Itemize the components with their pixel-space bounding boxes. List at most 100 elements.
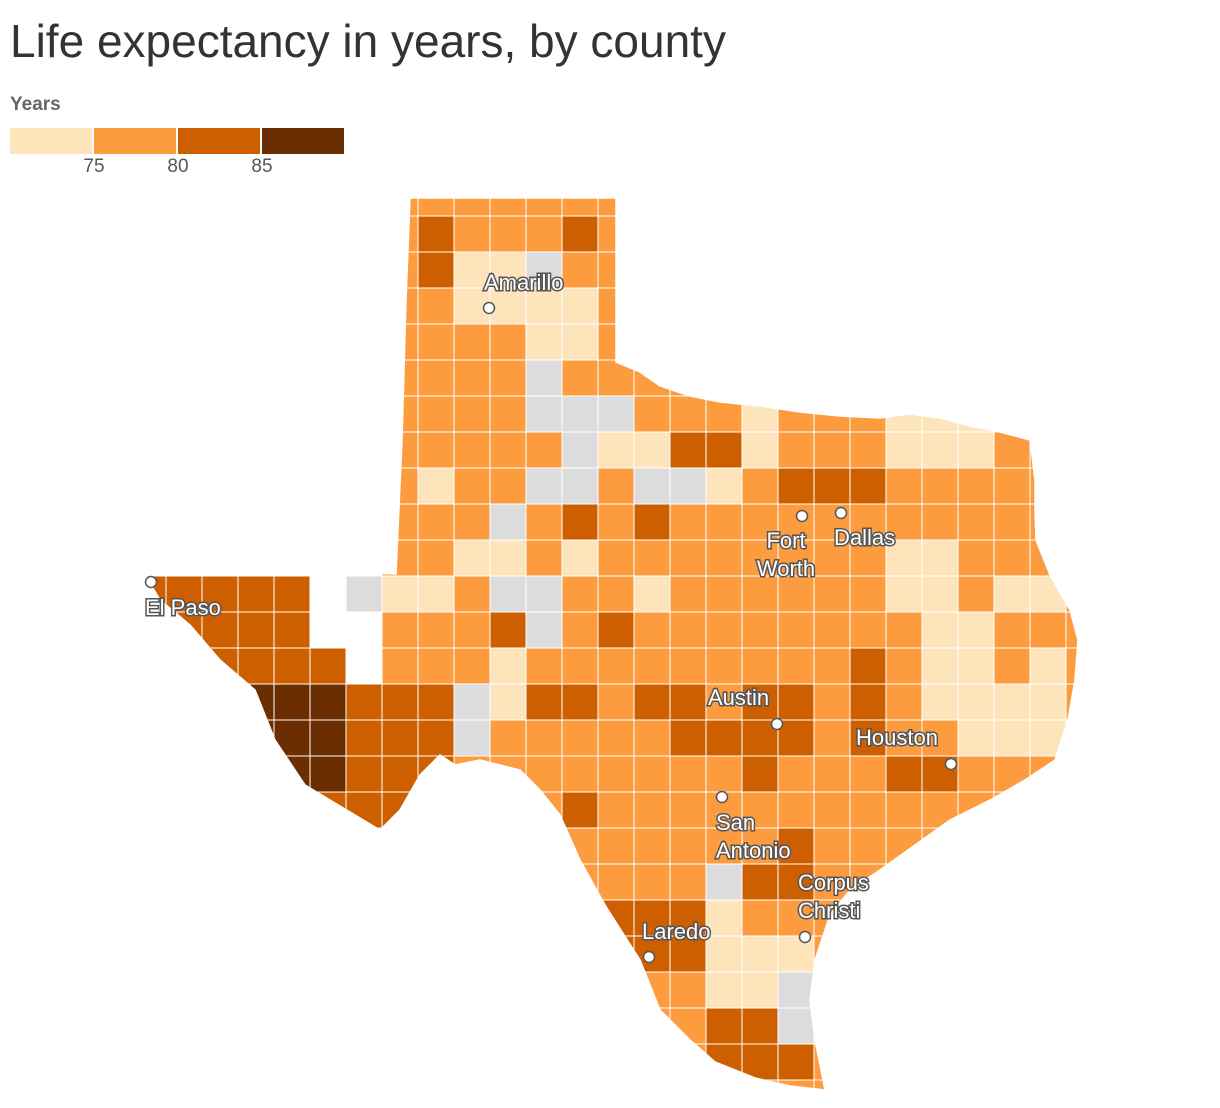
county-cell (885, 647, 923, 685)
county-cell (1065, 1079, 1078, 1090)
city-san-antonio: San Antonio (715, 790, 792, 865)
county-cell (705, 647, 743, 685)
county-cell (597, 539, 635, 577)
county-cell (669, 323, 707, 361)
county-cell (1029, 611, 1067, 649)
county-cell (489, 647, 527, 685)
county-cell (921, 827, 959, 865)
county-cell (417, 1043, 455, 1081)
county-cell (381, 935, 419, 973)
county-cell (921, 719, 959, 757)
county-cell (885, 575, 923, 613)
city-label-amarillo: Amarillo (484, 270, 563, 295)
city-markers: Amarillo El Paso Fort Worth Dallas Austin Hous… (144, 269, 958, 964)
county-cell (1065, 971, 1078, 1009)
county-cell (705, 503, 743, 541)
county-cell (705, 1079, 743, 1090)
county-cell (741, 755, 779, 793)
county-cell (993, 198, 1031, 217)
county-cell (597, 467, 635, 505)
county-cell (777, 198, 815, 217)
county-cell (489, 863, 527, 901)
county-cell (561, 1043, 599, 1081)
county-cell (705, 1043, 743, 1081)
county-cell (489, 1079, 527, 1090)
county-cell (1029, 683, 1067, 721)
county-cell (489, 575, 527, 613)
county-cell (561, 467, 599, 505)
county-cell (381, 503, 419, 541)
county-cell (381, 971, 419, 1009)
county-cell (705, 755, 743, 793)
county-cell (777, 1043, 815, 1081)
county-cell (597, 1079, 635, 1090)
county-cell (993, 899, 1031, 937)
county-cell (381, 323, 419, 361)
county-cell (1065, 503, 1078, 541)
county-cell (1029, 1043, 1067, 1081)
legend-color-scale (10, 128, 346, 154)
county-cell (849, 611, 887, 649)
county-cell (561, 683, 599, 721)
county-cell (525, 1043, 563, 1081)
county-cell (489, 467, 527, 505)
county-cell (561, 251, 599, 289)
county-cell (957, 827, 995, 865)
county-cell (957, 863, 995, 901)
county-cell (525, 719, 563, 757)
county-cell (417, 935, 455, 973)
county-cell (777, 431, 815, 469)
county-cell (417, 683, 455, 721)
county-cell (777, 395, 815, 433)
county-cell (1065, 755, 1078, 793)
county-cell (705, 251, 743, 289)
county-cell (453, 503, 491, 541)
county-cell (849, 215, 887, 253)
county-cell (741, 647, 779, 685)
county-cell (921, 215, 959, 253)
county-cell (993, 359, 1031, 397)
county-cell (140, 647, 167, 685)
county-cell (957, 791, 995, 829)
county-cell (849, 287, 887, 325)
county-cell (813, 935, 851, 973)
county-cell (705, 683, 743, 721)
county-cell (957, 719, 995, 757)
city-dot-corpus-christi (798, 930, 812, 944)
county-cell (705, 719, 743, 757)
county-cell (993, 1079, 1031, 1090)
county-cell (489, 827, 527, 865)
county-cell (1065, 575, 1078, 613)
county-cell (885, 791, 923, 829)
county-cell (849, 251, 887, 289)
county-cell (993, 863, 1031, 901)
county-cell (885, 431, 923, 469)
county-cell (849, 683, 887, 721)
county-cell (273, 575, 311, 613)
county-cell (525, 251, 563, 289)
county-cell (381, 215, 419, 253)
county-cell (381, 1043, 419, 1081)
county-cell (417, 503, 455, 541)
county-cell (921, 611, 959, 649)
county-cell (669, 863, 707, 901)
county-cell (777, 215, 815, 253)
county-cell (777, 971, 815, 1009)
county-cell (417, 971, 455, 1009)
county-cell (525, 359, 563, 397)
county-cell (1029, 287, 1067, 325)
county-cell (453, 431, 491, 469)
county-cell (993, 323, 1031, 361)
county-cell (957, 198, 995, 217)
county-cell (921, 323, 959, 361)
county-cell (957, 575, 995, 613)
county-cell (669, 431, 707, 469)
county-cell (561, 971, 599, 1009)
county-cell (957, 215, 995, 253)
county-cell (1029, 359, 1067, 397)
county-cell (669, 215, 707, 253)
county-cell (957, 431, 995, 469)
county-cell (273, 647, 311, 685)
county-cell (921, 1079, 959, 1090)
county-cell (993, 791, 1031, 829)
